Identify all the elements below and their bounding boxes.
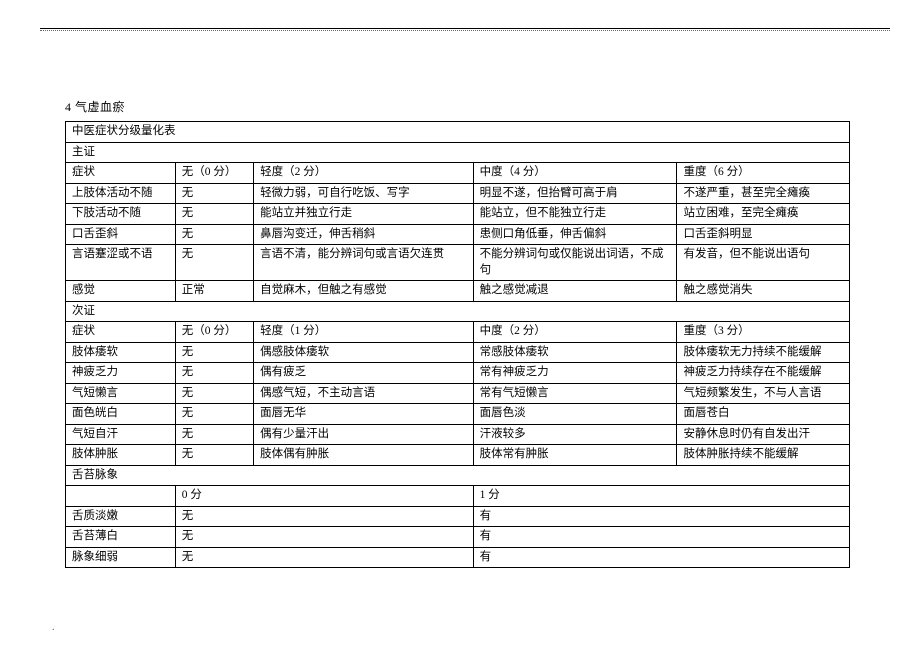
table-cell: 自觉麻木，但触之有感觉 — [254, 281, 474, 302]
table-cell: 言语不清，能分辨词句或言语欠连贯 — [254, 245, 474, 281]
secondary-header-cell: 症状 — [66, 322, 176, 343]
table-cell: 脉象细弱 — [66, 547, 176, 568]
table-cell: 鼻唇沟变迁，伸舌稍斜 — [254, 224, 474, 245]
table-cell: 肢体痿软无力持续不能缓解 — [677, 342, 850, 363]
table-cell: 触之感觉减退 — [473, 281, 677, 302]
table-cell: 不能分辨词句或仅能说出词语，不成句 — [473, 245, 677, 281]
primary-header-cell: 无（0 分） — [175, 163, 253, 184]
table-cell: 面唇色淡 — [473, 404, 677, 425]
table-cell: 常有气短懒言 — [473, 383, 677, 404]
primary-header-cell: 重度（6 分） — [677, 163, 850, 184]
table-cell: 无 — [175, 383, 253, 404]
table-cell: 感觉 — [66, 281, 176, 302]
table-cell: 偶感气短，不主动言语 — [254, 383, 474, 404]
table-cell: 能站立，但不能独立行走 — [473, 204, 677, 225]
primary-header-cell: 轻度（2 分） — [254, 163, 474, 184]
table-cell: 肢体常有肿胀 — [473, 445, 677, 466]
table-cell: 无 — [175, 183, 253, 204]
content-area: 4 气虚血瘀 中医症状分级量化表 主证 症状 无（0 分） 轻度（2 分） 中度… — [65, 98, 850, 568]
table-cell: 轻微力弱，可自行吃饭、写字 — [254, 183, 474, 204]
table-cell: 下肢活动不随 — [66, 204, 176, 225]
table-cell: 无 — [175, 424, 253, 445]
secondary-header-cell: 无（0 分） — [175, 322, 253, 343]
primary-header-cell: 症状 — [66, 163, 176, 184]
tongue-section: 舌苔脉象 — [66, 465, 850, 486]
table-cell: 患侧口角低垂，伸舌偏斜 — [473, 224, 677, 245]
table-cell: 上肢体活动不随 — [66, 183, 176, 204]
table-cell: 能站立并独立行走 — [254, 204, 474, 225]
table-title: 中医症状分级量化表 — [66, 122, 850, 143]
table-cell: 无 — [175, 224, 253, 245]
primary-section: 主证 — [66, 142, 850, 163]
table-cell: 无 — [175, 404, 253, 425]
secondary-header-cell: 重度（3 分） — [677, 322, 850, 343]
table-cell: 偶有疲乏 — [254, 363, 474, 384]
table-cell: 肢体肿胀持续不能缓解 — [677, 445, 850, 466]
secondary-section: 次证 — [66, 301, 850, 322]
quant-table: 中医症状分级量化表 主证 症状 无（0 分） 轻度（2 分） 中度（4 分） 重… — [65, 121, 850, 568]
table-cell: 偶感肢体痿软 — [254, 342, 474, 363]
table-cell: 无 — [175, 527, 473, 548]
secondary-header-cell: 轻度（1 分） — [254, 322, 474, 343]
table-cell: 肢体痿软 — [66, 342, 176, 363]
table-cell: 言语蹇涩或不语 — [66, 245, 176, 281]
table-cell: 口舌歪斜 — [66, 224, 176, 245]
page: 4 气虚血瘀 中医症状分级量化表 主证 症状 无（0 分） 轻度（2 分） 中度… — [0, 0, 920, 651]
table-cell: 无 — [175, 445, 253, 466]
footer-mark: . — [52, 622, 55, 633]
tongue-header-cell — [66, 486, 176, 507]
table-cell: 偶有少量汗出 — [254, 424, 474, 445]
table-cell: 有发音，但不能说出语句 — [677, 245, 850, 281]
table-cell: 常感肢体痿软 — [473, 342, 677, 363]
table-cell: 肢体偶有肿胀 — [254, 445, 474, 466]
tongue-header-cell: 1 分 — [473, 486, 849, 507]
table-cell: 无 — [175, 363, 253, 384]
table-cell: 面唇苍白 — [677, 404, 850, 425]
table-cell: 安静休息时仍有自发出汗 — [677, 424, 850, 445]
top-rule — [40, 28, 890, 29]
table-cell: 气短懒言 — [66, 383, 176, 404]
table-cell: 无 — [175, 204, 253, 225]
section-heading: 4 气虚血瘀 — [65, 98, 850, 115]
table-cell: 明显不遂，但抬臂可高于肩 — [473, 183, 677, 204]
table-cell: 无 — [175, 245, 253, 281]
table-cell: 站立困难，至完全瘫痪 — [677, 204, 850, 225]
table-cell: 神疲乏力 — [66, 363, 176, 384]
table-cell: 无 — [175, 506, 473, 527]
table-cell: 无 — [175, 342, 253, 363]
table-cell: 神疲乏力持续存在不能缓解 — [677, 363, 850, 384]
table-cell: 气短自汗 — [66, 424, 176, 445]
primary-header-cell: 中度（4 分） — [473, 163, 677, 184]
top-rule-dotted — [40, 30, 890, 31]
tongue-header-cell: 0 分 — [175, 486, 473, 507]
table-cell: 有 — [473, 527, 849, 548]
table-cell: 汗液较多 — [473, 424, 677, 445]
table-cell: 有 — [473, 506, 849, 527]
table-cell: 面色㿠白 — [66, 404, 176, 425]
table-cell: 有 — [473, 547, 849, 568]
table-cell: 口舌歪斜明显 — [677, 224, 850, 245]
table-cell: 正常 — [175, 281, 253, 302]
table-cell: 气短频繁发生，不与人言语 — [677, 383, 850, 404]
table-cell: 不遂严重，甚至完全瘫痪 — [677, 183, 850, 204]
table-cell: 触之感觉消失 — [677, 281, 850, 302]
table-cell: 肢体肿胀 — [66, 445, 176, 466]
table-cell: 无 — [175, 547, 473, 568]
table-cell: 舌质淡嫩 — [66, 506, 176, 527]
table-cell: 面唇无华 — [254, 404, 474, 425]
table-cell: 舌苔薄白 — [66, 527, 176, 548]
secondary-header-cell: 中度（2 分） — [473, 322, 677, 343]
table-cell: 常有神疲乏力 — [473, 363, 677, 384]
